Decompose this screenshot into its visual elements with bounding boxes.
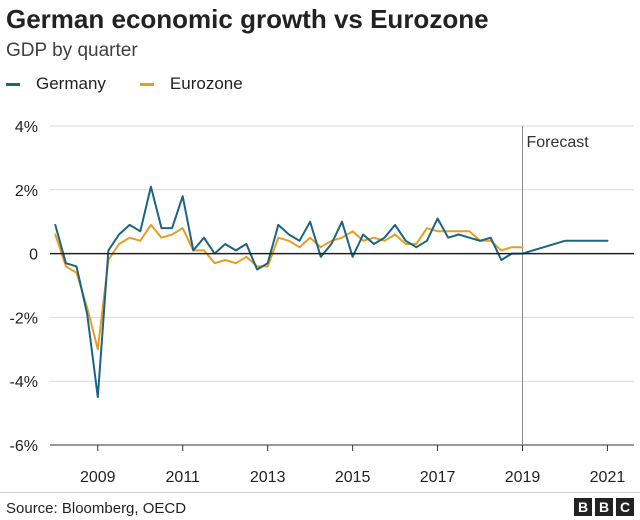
y-tick-label: -4% — [10, 374, 38, 391]
footer-divider — [0, 492, 640, 493]
germany-line — [54, 185, 609, 399]
y-tick-label: 4% — [15, 119, 38, 136]
legend-swatch-germany — [6, 82, 20, 86]
y-tick-label: -6% — [10, 438, 38, 455]
line-chart: 4% 2% 0 -2% -4% -6% 2009 2011 2013 2015 2017 2019 20… — [10, 119, 634, 486]
legend-label-eurozone: Eurozone — [169, 74, 243, 93]
x-tick-label: 2015 — [335, 469, 371, 486]
legend: Germany Eurozone — [6, 72, 277, 96]
legend-swatch-eurozone — [139, 82, 154, 86]
x-tick-label: 2013 — [250, 469, 286, 486]
eurozone-line — [54, 223, 524, 351]
logo-block: B — [574, 498, 592, 516]
y-tick-label: -2% — [10, 310, 38, 327]
chart-title: German economic growth vs Eurozone — [6, 4, 489, 34]
logo-block: B — [595, 498, 613, 516]
x-tick-label: 2011 — [166, 469, 201, 486]
y-tick-label: 2% — [15, 183, 38, 200]
logo-block: C — [616, 498, 634, 516]
footer: Source: Bloomberg, OECD B B C — [0, 492, 640, 520]
legend-item-eurozone: Eurozone — [139, 74, 243, 94]
bbc-logo: B B C — [571, 498, 634, 516]
x-tick-label: 2021 — [590, 469, 626, 486]
source-note: Source: Bloomberg, OECD — [6, 500, 187, 517]
y-tick-label: 0 — [29, 247, 38, 264]
legend-label-germany: Germany — [36, 74, 106, 93]
chart-subtitle: GDP by quarter — [6, 40, 138, 61]
x-tick-label: 2019 — [505, 469, 541, 486]
x-tick-label: 2009 — [80, 469, 116, 486]
x-tick-label: 2017 — [420, 469, 456, 486]
forecast-label: Forecast — [527, 134, 590, 151]
legend-item-germany: Germany — [6, 74, 106, 94]
